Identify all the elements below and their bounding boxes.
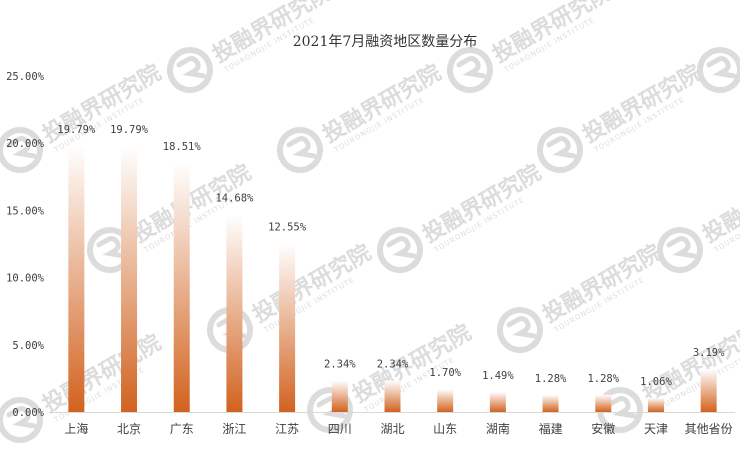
bar: [700, 369, 717, 412]
y-axis: 0.00% 5.00% 10.00% 15.00% 20.00% 25.00%: [6, 71, 45, 419]
bar: [121, 146, 138, 412]
watermark-text: 投融界研究院: [348, 320, 475, 409]
watermark-text: 投融界研究院: [248, 240, 375, 329]
data-label: 19.79%: [110, 124, 149, 136]
watermark-text: 投融界研究院: [578, 60, 705, 149]
bar: [489, 391, 506, 412]
bar: [226, 214, 243, 412]
data-label: 1.49%: [482, 370, 514, 382]
data-label: 1.28%: [535, 373, 567, 385]
bar: [68, 146, 85, 412]
bar: [279, 243, 296, 412]
watermark-text: 投融界研究院: [488, 0, 615, 68]
data-label: 1.70%: [429, 367, 461, 379]
bars: [68, 146, 717, 412]
watermark-text: 投融界研究院: [38, 330, 165, 419]
category-label: 北京: [117, 422, 141, 436]
chart-title: 2021年7月融资地区数量分布: [293, 34, 478, 50]
y-tick-label: 15.00%: [6, 205, 45, 217]
data-label: 3.19%: [693, 347, 725, 359]
y-tick-label: 5.00%: [12, 340, 44, 352]
data-label: 12.55%: [268, 221, 307, 233]
category-label: 天津: [644, 422, 668, 436]
category-label: 山东: [433, 422, 457, 436]
category-label: 浙江: [222, 422, 246, 436]
data-label: 2.34%: [377, 359, 409, 371]
bar: [173, 163, 190, 412]
data-labels: 19.79% 19.79% 18.51% 14.68% 12.55% 2.34% 2.34%…: [57, 124, 725, 388]
data-label: 18.51%: [163, 141, 202, 153]
data-label: 14.68%: [215, 193, 254, 205]
y-tick-label: 25.00%: [6, 71, 45, 83]
category-label: 福建: [539, 421, 563, 436]
category-label: 安徽: [591, 421, 615, 436]
bar: [542, 394, 559, 412]
bar: [437, 389, 454, 412]
watermark-text: 投融界研究院: [418, 160, 545, 249]
category-label: 湖北: [380, 421, 404, 436]
category-label: 广东: [170, 422, 194, 436]
bar: [647, 397, 664, 412]
data-label: 1.06%: [640, 376, 672, 388]
y-tick-label: 10.00%: [6, 273, 45, 285]
category-label: 江苏: [275, 422, 299, 436]
bar: [384, 380, 401, 412]
watermark-text: 投融界研究院: [538, 240, 665, 329]
category-label: 湖南: [486, 421, 510, 436]
category-label: 四川: [328, 422, 352, 436]
y-tick-label: 0.00%: [12, 407, 44, 419]
watermark-text: 投融界研究院: [318, 60, 445, 149]
category-label: 上海: [64, 421, 88, 436]
bar: [331, 380, 348, 412]
data-label: 1.28%: [587, 373, 619, 385]
data-label: 2.34%: [324, 359, 356, 371]
category-labels: 上海 北京 广东 浙江 江苏 四川 湖北 山东 湖南 福建 安徽 天津 其他省份: [64, 421, 732, 436]
y-tick-label: 20.00%: [6, 138, 45, 150]
category-label: 其他省份: [685, 422, 733, 436]
data-label: 19.79%: [57, 124, 96, 136]
bar: [595, 394, 612, 412]
